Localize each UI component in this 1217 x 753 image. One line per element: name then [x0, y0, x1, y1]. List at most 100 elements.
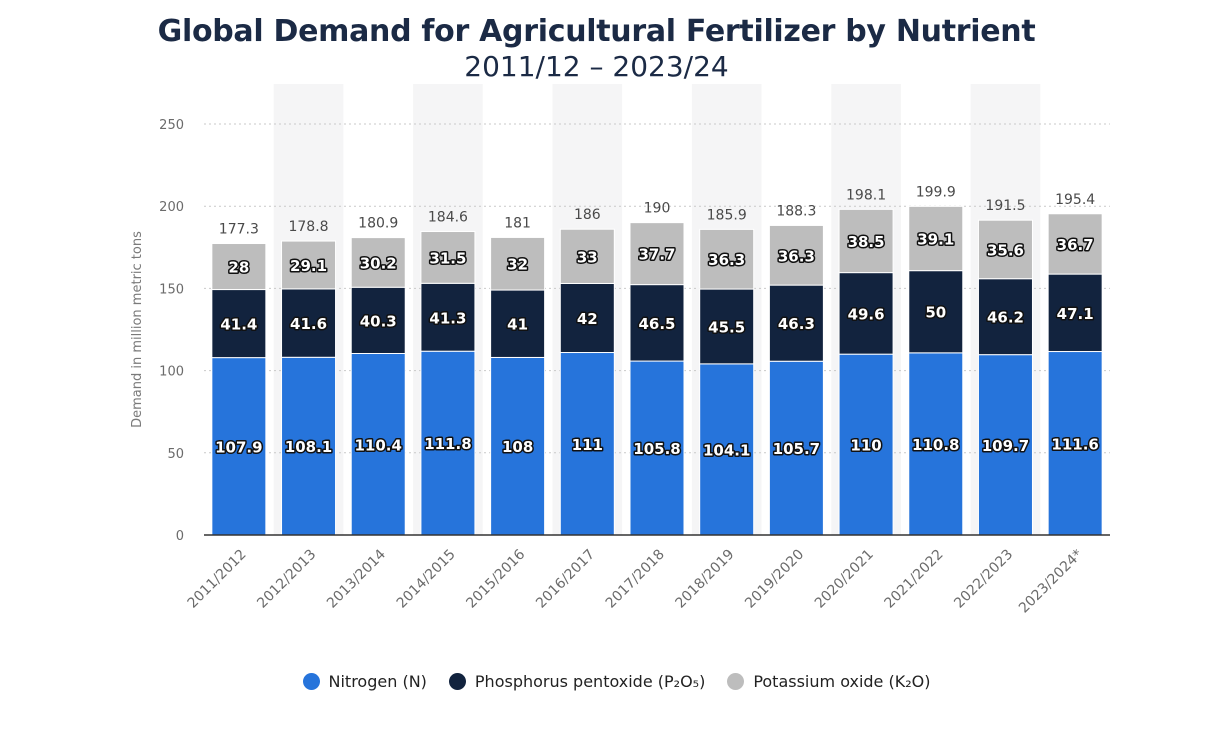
- x-tick-label: 2019/2020: [742, 547, 807, 612]
- data-label-potassium: 32: [507, 256, 528, 274]
- chart-title: Global Demand for Agricultural Fertilize…: [157, 14, 1036, 49]
- data-label-phosphorus: 41: [507, 316, 528, 334]
- data-label-nitrogen: 111.8: [424, 435, 471, 453]
- y-tick-label: 50: [167, 447, 184, 462]
- x-tick-label: 2022/2023: [951, 547, 1016, 612]
- y-tick-label: 200: [159, 200, 184, 215]
- data-label-phosphorus: 41.4: [220, 316, 257, 334]
- bar-phosphorus: [908, 270, 964, 354]
- data-label-nitrogen: 111: [572, 436, 603, 454]
- x-tick-label: 2021/2022: [882, 547, 947, 612]
- y-tick-label: 0: [176, 529, 184, 544]
- data-label-phosphorus: 40.3: [360, 312, 397, 330]
- stacked-bar-chart: 0 50 100 150 200 250 Demand in million metric …: [130, 118, 1110, 617]
- bar-phosphorus: [211, 289, 267, 359]
- legend-item-potassium[interactable]: Potassium oxide (K₂O): [727, 672, 930, 691]
- data-label-potassium: 29.1: [290, 257, 327, 275]
- data-label-nitrogen: 109.7: [982, 437, 1029, 455]
- data-label-nitrogen: 107.9: [215, 438, 262, 456]
- total-label: 199.9: [916, 184, 956, 200]
- bar-phosphorus: [1047, 273, 1103, 353]
- bar-nitrogen: [559, 352, 615, 536]
- bar-nitrogen: [281, 356, 337, 536]
- total-label: 185.9: [707, 207, 747, 223]
- data-label-phosphorus: 46.2: [987, 309, 1024, 327]
- total-label: 181: [504, 215, 531, 231]
- data-label-potassium: 36.7: [1057, 236, 1094, 254]
- data-label-phosphorus: 50: [925, 304, 946, 322]
- bar-potassium: [908, 205, 964, 272]
- data-label-phosphorus: 46.3: [778, 315, 815, 333]
- bar-potassium: [768, 224, 824, 286]
- bar-potassium: [838, 208, 894, 274]
- bar-potassium: [350, 237, 406, 288]
- data-label-potassium: 36.3: [778, 247, 815, 265]
- data-label-phosphorus: 41.6: [290, 315, 327, 333]
- total-label: 180.9: [358, 216, 398, 232]
- data-label-potassium: 28: [228, 259, 249, 277]
- x-tick-label: 2014/2015: [394, 547, 459, 612]
- data-label-potassium: 31.5: [429, 249, 466, 267]
- data-label-potassium: 30.2: [360, 254, 397, 272]
- total-label: 188.3: [776, 203, 816, 219]
- bar-potassium: [420, 231, 476, 284]
- bar-potassium: [559, 228, 615, 284]
- bar-phosphorus: [838, 272, 894, 355]
- data-label-nitrogen: 110: [850, 437, 881, 455]
- bar-potassium: [629, 222, 685, 286]
- data-label-potassium: 35.6: [987, 241, 1024, 259]
- legend-swatch-phosphorus: [448, 673, 466, 690]
- data-label-nitrogen: 111.6: [1051, 435, 1098, 453]
- x-tick-label: 2023/2024*: [1016, 547, 1086, 617]
- total-label: 184.6: [428, 210, 468, 226]
- bar-phosphorus: [350, 286, 406, 355]
- total-label: 186: [574, 207, 601, 223]
- data-label-potassium: 36.3: [708, 251, 745, 269]
- data-label-phosphorus: 47.1: [1057, 305, 1094, 323]
- total-label: 191.5: [985, 198, 1025, 214]
- data-label-nitrogen: 105.8: [633, 440, 680, 458]
- data-label-nitrogen: 104.1: [703, 441, 750, 459]
- bar-potassium: [1047, 213, 1103, 275]
- bar-nitrogen: [350, 353, 406, 536]
- data-label-nitrogen: 108: [502, 438, 533, 456]
- x-tick-label: 2015/2016: [463, 546, 528, 611]
- x-tick-label: 2013/2014: [324, 546, 389, 611]
- x-tick-label: 2016/2017: [533, 547, 598, 612]
- total-label: 190: [644, 201, 671, 217]
- bar-phosphorus: [977, 278, 1033, 356]
- data-label-nitrogen: 108.1: [285, 438, 332, 456]
- data-label-potassium: 39.1: [917, 231, 954, 249]
- data-label-phosphorus: 42: [577, 310, 598, 328]
- bar-phosphorus: [281, 288, 337, 358]
- data-label-phosphorus: 41.3: [429, 309, 466, 327]
- total-label: 178.8: [288, 219, 328, 235]
- total-label: 198.1: [846, 187, 886, 203]
- bar-potassium: [977, 219, 1033, 280]
- x-tick-label: 2011/2012: [185, 547, 250, 612]
- total-label: 177.3: [219, 222, 259, 238]
- x-tick-label: 2020/2021: [812, 547, 877, 612]
- bar-phosphorus: [768, 284, 824, 362]
- bar-potassium: [211, 243, 267, 291]
- bar-nitrogen: [211, 357, 267, 536]
- bar-potassium: [699, 228, 755, 290]
- chart-subtitle: 2011/12 – 2023/24: [464, 50, 729, 83]
- x-tick-label: 2018/2019: [672, 547, 737, 612]
- legend-swatch-potassium: [727, 673, 745, 690]
- data-label-potassium: 38.5: [848, 233, 885, 251]
- x-tick-label: 2012/2013: [254, 547, 319, 612]
- bar-potassium: [490, 236, 546, 291]
- legend-item-phosphorus[interactable]: Phosphorus pentoxide (P₂O₅): [448, 672, 705, 691]
- total-label: 195.4: [1055, 192, 1095, 208]
- data-label-nitrogen: 110.4: [355, 436, 402, 454]
- y-tick-label: 250: [159, 118, 184, 133]
- legend-swatch-nitrogen: [302, 673, 320, 690]
- y-axis-label: Demand in million metric tons: [130, 231, 145, 428]
- data-label-phosphorus: 49.6: [848, 305, 885, 323]
- x-tick-label: 2017/2018: [603, 547, 668, 612]
- data-label-phosphorus: 45.5: [708, 318, 745, 336]
- legend-item-nitrogen[interactable]: Nitrogen (N): [302, 672, 427, 691]
- legend-label-potassium: Potassium oxide (K₂O): [753, 672, 931, 691]
- data-label-phosphorus: 46.5: [638, 315, 675, 333]
